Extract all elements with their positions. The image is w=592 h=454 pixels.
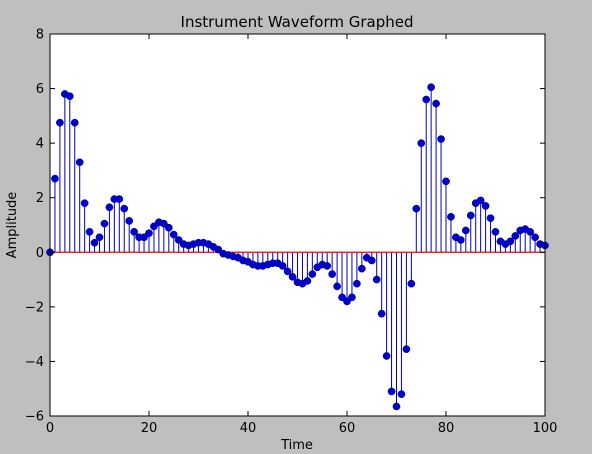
stem-marker: [105, 203, 114, 212]
stem-marker: [130, 227, 138, 236]
stem-marker: [80, 199, 89, 208]
stem-marker: [407, 279, 416, 288]
axes-frame: [49, 33, 546, 417]
y-tick-label: 6: [36, 82, 44, 97]
stem-marker: [432, 99, 440, 108]
stem-marker: [387, 387, 396, 396]
y-tick-label: 2: [36, 191, 44, 206]
stem-marker: [100, 219, 109, 228]
stem-marker: [348, 293, 356, 302]
stem-marker: [397, 390, 406, 399]
stem-marker: [115, 195, 124, 203]
x-axis-label: Time: [280, 438, 313, 453]
y-tick-label: 8: [36, 28, 44, 43]
stem-marker: [288, 272, 297, 281]
stem-marker: [338, 293, 346, 302]
stem-marker: [70, 118, 79, 127]
stem-marker: [412, 204, 421, 213]
stem-marker: [367, 256, 376, 265]
stem-marker: [333, 282, 341, 291]
stem-marker: [526, 227, 535, 236]
stem-marker: [511, 232, 520, 240]
stem-marker: [90, 238, 99, 247]
y-tick-label: −2: [25, 300, 44, 315]
stem-marker: [145, 229, 153, 238]
y-tick-label: 0: [36, 246, 44, 261]
stem-marker: [466, 211, 475, 220]
stem-marker: [328, 270, 336, 278]
stem-marker: [65, 92, 74, 101]
stem-marker: [174, 236, 183, 244]
stem-marker: [457, 236, 465, 244]
stem-marker: [169, 230, 178, 239]
stem-marker: [308, 270, 317, 278]
stem-marker: [95, 233, 104, 242]
stem-marker: [323, 262, 332, 270]
stem-marker: [140, 233, 148, 242]
stem-marker: [56, 118, 64, 127]
stem-marker: [377, 309, 386, 318]
stem-marker: [278, 262, 287, 270]
x-tick-label: 0: [46, 421, 54, 436]
chart-title: Instrument Waveform Graphed: [181, 13, 414, 31]
stem-marker: [372, 275, 381, 284]
x-axis-ticks: 0 20 40 60 80 100: [46, 34, 558, 436]
stem-markers: [46, 83, 549, 411]
stem-marker: [343, 297, 351, 306]
y-axis-label: Amplitude: [5, 192, 20, 259]
stem-marker: [442, 177, 450, 186]
stem-marker: [382, 352, 391, 360]
stem-marker: [75, 158, 84, 167]
stem-marker: [150, 222, 158, 231]
stem-marker: [125, 217, 134, 225]
x-tick-label: 100: [533, 421, 558, 436]
stem-marker: [51, 174, 59, 183]
x-tick-label: 20: [141, 421, 158, 436]
y-tick-label: 4: [36, 137, 44, 152]
stem-marker: [447, 212, 455, 221]
stem-marker: [303, 277, 312, 285]
x-tick-label: 80: [438, 421, 455, 436]
y-axis-ticks: −6 −4 −2 0 2 4 6 8: [25, 28, 545, 425]
axes-background: [50, 34, 545, 416]
stem-marker: [461, 226, 470, 235]
stem-marker: [531, 233, 539, 242]
x-tick-label: 60: [339, 421, 356, 436]
stem-marker: [417, 139, 426, 147]
stem-marker: [85, 227, 94, 236]
stem-marker: [427, 83, 435, 92]
y-tick-label: −6: [25, 410, 44, 425]
stem-marker: [506, 237, 515, 246]
stem-marker: [491, 227, 500, 236]
stem-marker: [476, 196, 485, 205]
stem-marker: [392, 402, 401, 411]
stem-marker: [481, 202, 490, 210]
y-tick-label: −4: [25, 355, 44, 370]
stem-marker: [486, 214, 495, 223]
stem-marker: [120, 204, 129, 213]
stem-marker: [164, 223, 173, 232]
stem-marker: [214, 245, 223, 254]
stem-marker: [422, 95, 431, 104]
stem-marker: [402, 345, 411, 353]
x-tick-label: 40: [240, 421, 257, 436]
stem-marker: [358, 264, 366, 273]
stem-marker: [437, 135, 445, 143]
stem-marker: [283, 267, 292, 276]
stem-marker: [353, 279, 361, 288]
stem-marker: [160, 219, 168, 228]
